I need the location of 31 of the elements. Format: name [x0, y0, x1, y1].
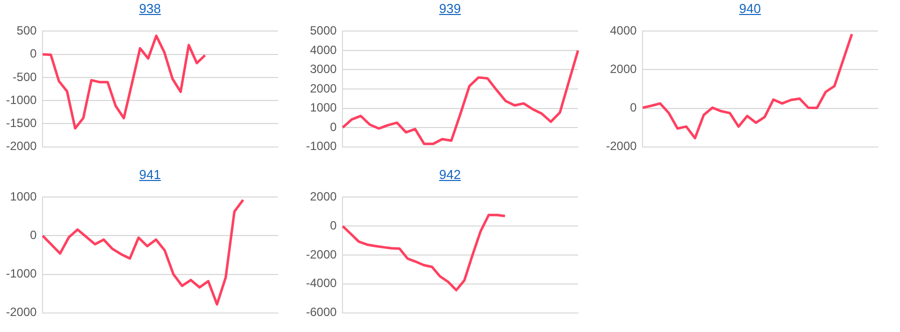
chart-title: 940	[739, 1, 761, 16]
chart-title: 938	[139, 1, 161, 16]
y-tick-label: 1000	[10, 190, 38, 204]
y-tick-label: -1000	[6, 92, 38, 107]
chart-title: 939	[439, 1, 461, 16]
y-tick-label: 0	[330, 120, 338, 134]
chart-title: 942	[439, 167, 461, 182]
y-tick-label: -6000	[306, 305, 338, 320]
y-tick-label: 0	[630, 100, 638, 115]
y-tick-label: -1000	[306, 139, 338, 154]
chart-title: 941	[139, 167, 161, 182]
y-tick-label: 500	[16, 24, 38, 38]
y-tick-label: 1000	[310, 100, 338, 115]
y-tick-label: -2000	[606, 139, 638, 154]
y-tick-label: 0	[30, 46, 38, 61]
y-tick-label: -2000	[6, 139, 38, 154]
y-tick-label: 0	[330, 218, 338, 232]
y-tick-label: 2000	[610, 62, 638, 76]
y-tick-label: 0	[30, 228, 38, 242]
y-tick-label: -500	[12, 70, 38, 84]
y-tick-label: 3000	[310, 62, 338, 76]
y-tick-label: -4000	[306, 276, 338, 290]
y-tick-label: 5000	[310, 24, 338, 38]
y-tick-label: 2000	[310, 190, 338, 204]
y-tick-label: 2000	[310, 81, 338, 96]
y-tick-label: -2000	[6, 305, 38, 320]
y-tick-label: 4000	[610, 24, 638, 38]
y-tick-label: -1000	[6, 266, 38, 281]
y-tick-label: -1500	[6, 116, 38, 130]
y-tick-label: 4000	[310, 42, 338, 57]
y-tick-label: -2000	[306, 247, 338, 262]
